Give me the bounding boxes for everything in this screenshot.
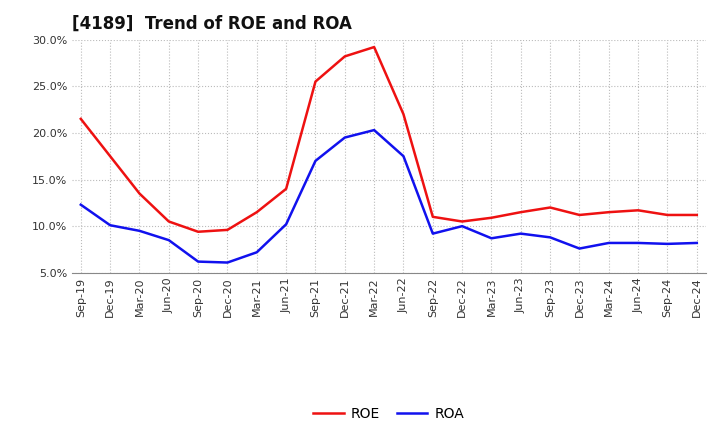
ROA (135, 228, 144, 234)
ROA (341, 135, 349, 140)
ROE (311, 79, 320, 84)
ROE (605, 209, 613, 215)
ROA (194, 259, 202, 264)
ROE (693, 213, 701, 218)
ROE (164, 219, 173, 224)
ROE (487, 215, 496, 220)
ROA (693, 240, 701, 246)
ROA (634, 240, 642, 246)
ROE (106, 154, 114, 159)
ROE (575, 213, 584, 218)
ROA (399, 154, 408, 159)
ROE (370, 44, 379, 50)
ROA (253, 249, 261, 255)
ROA (428, 231, 437, 236)
ROA (487, 236, 496, 241)
ROE (546, 205, 554, 210)
ROA (516, 231, 525, 236)
Line: ROA: ROA (81, 130, 697, 263)
ROA (164, 238, 173, 243)
ROE (428, 214, 437, 220)
ROA (370, 128, 379, 133)
ROE (76, 116, 85, 121)
ROA (605, 240, 613, 246)
ROE (399, 112, 408, 117)
ROE (663, 213, 672, 218)
ROA (458, 224, 467, 229)
ROE (253, 209, 261, 215)
ROE (223, 227, 232, 232)
ROE (516, 209, 525, 215)
ROA (546, 235, 554, 240)
Text: [4189]  Trend of ROE and ROA: [4189] Trend of ROE and ROA (72, 15, 352, 33)
ROA (76, 202, 85, 207)
ROA (106, 223, 114, 228)
ROE (135, 191, 144, 196)
ROA (311, 158, 320, 164)
ROA (575, 246, 584, 251)
ROA (223, 260, 232, 265)
Legend: ROE, ROA: ROE, ROA (308, 401, 469, 426)
ROA (663, 241, 672, 246)
Line: ROE: ROE (81, 47, 697, 232)
ROE (458, 219, 467, 224)
ROE (634, 208, 642, 213)
ROE (282, 186, 290, 191)
ROA (282, 222, 290, 227)
ROE (341, 54, 349, 59)
ROE (194, 229, 202, 235)
